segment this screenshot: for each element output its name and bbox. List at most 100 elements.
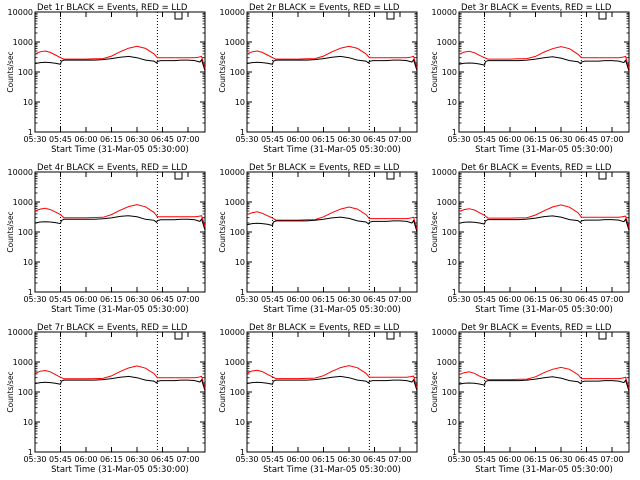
x-axis-label: Start Time (31-Mar-05 05:30:00) [263,465,401,475]
x-tick-label: 06:15 [312,135,335,144]
panel-title: Det 4r BLACK = Events, RED = LLD [37,163,188,173]
x-tick-label: 07:00 [388,135,411,144]
series-line-lld [34,204,206,227]
series-line-lld [34,45,206,69]
panel-title: Det 6r BLACK = Events, RED = LLD [461,163,612,173]
x-tick-label: 06:30 [337,295,360,304]
y-tick-label: 1000 [13,38,33,47]
x-tick-label: 06:30 [125,295,148,304]
x-axis-label: Start Time (31-Mar-05 05:30:00) [475,305,613,315]
y-tick-label: 100 [230,68,245,77]
panel-det-3r: Det 3r BLACK = Events, RED = LLD 1 10 100 10… [430,3,630,155]
x-tick-label: 06:00 [74,455,97,464]
y-tick-label: 1 [28,128,33,137]
y-axis-label: Counts/sec [6,211,15,252]
x-tick-label: 06:00 [74,135,97,144]
x-tick-label: 05:45 [49,455,72,464]
y-tick-label: 100 [442,228,457,237]
x-tick-label: 06:00 [286,295,309,304]
y-tick-label: 100 [442,68,457,77]
x-tick-label: 07:00 [176,295,199,304]
series-line-events [34,55,206,71]
x-tick-label: 05:45 [261,135,284,144]
y-tick-label: 1 [452,448,457,457]
y-axis-label: Counts/sec [430,51,439,92]
y-tick-label: 1000 [13,358,33,367]
y-tick-label: 10 [235,98,245,107]
series-line-lld [246,45,418,69]
legend-marker [386,172,395,180]
panel-det-5r: Det 5r BLACK = Events, RED = LLD 1 10 100 10… [218,163,418,315]
y-tick-label: 10 [23,418,33,427]
x-axis-label: Start Time (31-Mar-05 05:30:00) [51,305,189,315]
legend-marker [386,12,395,20]
panel-title: Det 3r BLACK = Events, RED = LLD [461,3,612,13]
x-tick-label: 05:30 [235,135,258,144]
x-tick-label: 06:30 [125,135,148,144]
y-tick-label: 10000 [8,8,33,17]
x-tick-label: 06:15 [312,295,335,304]
series-line-lld [458,204,630,228]
x-tick-label: 07:00 [600,135,623,144]
x-tick-label: 06:00 [286,455,309,464]
x-tick-label: 05:45 [473,295,496,304]
panel-title: Det 8r BLACK = Events, RED = LLD [249,323,400,333]
x-tick-label: 05:30 [235,455,258,464]
legend-marker [386,332,395,340]
x-tick-label: 06:00 [498,135,521,144]
legend-marker [174,12,183,20]
panel-title: Det 2r BLACK = Events, RED = LLD [249,3,400,13]
x-tick-label: 05:45 [473,455,496,464]
x-axis-label: Start Time (31-Mar-05 05:30:00) [263,305,401,315]
x-tick-label: 05:45 [473,135,496,144]
y-tick-label: 10 [447,418,457,427]
x-tick-label: 06:15 [100,455,123,464]
panel-title: Det 1r BLACK = Events, RED = LLD [37,3,188,13]
y-tick-label: 1 [28,448,33,457]
x-tick-label: 07:00 [388,295,411,304]
x-tick-label: 05:30 [23,455,46,464]
x-tick-label: 06:00 [498,455,521,464]
y-tick-label: 100 [18,228,33,237]
x-tick-label: 06:45 [363,455,386,464]
series-line-lld [458,366,630,390]
x-tick-label: 06:30 [337,135,360,144]
y-axis-label: Counts/sec [218,211,227,252]
series-line-events [34,215,206,231]
series-line-events [458,56,630,72]
y-tick-label: 100 [18,388,33,397]
x-tick-label: 06:45 [575,295,598,304]
x-tick-label: 05:30 [447,295,470,304]
y-tick-label: 10 [23,258,33,267]
x-tick-label: 06:45 [575,135,598,144]
y-tick-label: 1 [240,448,245,457]
panel-title: Det 5r BLACK = Events, RED = LLD [249,163,400,173]
y-axis-label: Counts/sec [6,51,15,92]
x-axis-label: Start Time (31-Mar-05 05:30:00) [475,145,613,155]
panel-det-4r: Det 4r BLACK = Events, RED = LLD 1 10 100 10… [6,163,206,315]
y-tick-label: 100 [18,68,33,77]
legend-marker [174,172,183,180]
panel-det-1r: Det 1r BLACK = Events, RED = LLD 1 10 100 10… [6,3,206,155]
x-tick-label: 06:15 [100,135,123,144]
y-tick-label: 10000 [8,168,33,177]
y-axis-label: Counts/sec [430,211,439,252]
series-line-lld [458,46,630,69]
panel-det-7r: Det 7r BLACK = Events, RED = LLD 1 10 100 10… [6,323,206,475]
x-tick-label: 05:45 [49,295,72,304]
y-tick-label: 1 [240,288,245,297]
series-line-events [458,215,630,231]
y-tick-label: 10000 [432,168,457,177]
x-tick-label: 05:30 [23,295,46,304]
y-tick-label: 10 [23,98,33,107]
y-tick-label: 10000 [432,328,457,337]
legend-marker [598,172,607,180]
x-tick-label: 06:30 [549,455,572,464]
x-tick-label: 07:00 [176,455,199,464]
x-tick-label: 07:00 [600,295,623,304]
x-tick-label: 07:00 [176,135,199,144]
y-tick-label: 1 [452,128,457,137]
x-tick-label: 06:45 [363,295,386,304]
x-tick-label: 06:30 [337,455,360,464]
